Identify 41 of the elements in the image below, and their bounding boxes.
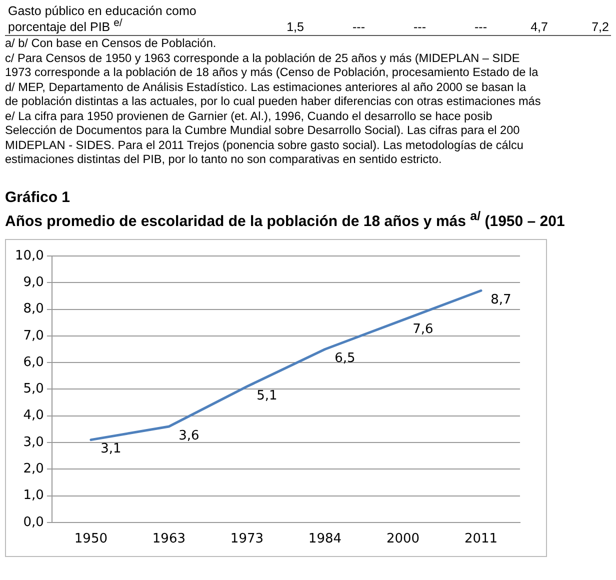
x-tick-label: 1950: [74, 531, 108, 546]
y-tick-label: 0,0: [23, 514, 44, 530]
y-tick-label: 7,0: [23, 328, 44, 343]
data-label: 6,5: [334, 350, 356, 366]
x-tick-label: 1973: [230, 531, 264, 546]
text: e/ La cifra para 1950 provienen de Garnier (et. Al.), 1996, Cuando el desarrollo se hace posib: [5, 108, 494, 124]
chart-subtitle: Años promedio de escolaridad de la población de 18 años y más $^{a/}$ (1950 – 201: [5, 208, 566, 231]
y-tick-label: 1,0: [23, 488, 44, 503]
text: a/ b/ Con base en Censos de Población.: [5, 36, 218, 51]
x-tick-label: 2000: [386, 531, 420, 546]
text: ---: [352, 20, 365, 34]
data-label: 8,7: [490, 292, 512, 308]
text: ---: [474, 20, 487, 34]
chart-title: Gráfico 1: [5, 188, 72, 207]
text: c/ Para Censos de 1950 y 1963 corresponde a la población de 25 años y más (MIDEPLAN – SIDE: [5, 50, 521, 66]
text: 4,7: [530, 20, 548, 34]
text: 1973 corresponde a la población de 18 años y más (Censo de Población, procesamiento Estado de la: [5, 65, 540, 80]
text: 1,5: [286, 20, 304, 34]
y-tick-label: 4,0: [23, 408, 44, 423]
y-tick-label: 6,0: [23, 354, 44, 370]
text: Gasto público en educación como porcentaje del PIB $^{e/}$: [7, 4, 198, 34]
text: de población distintas a las actuales, por lo cual pueden haber diferencias con otras estimaciones más: [5, 94, 542, 109]
y-tick-label: 8,0: [23, 301, 44, 316]
data-label: 3,1: [100, 441, 122, 456]
text: MIDEPLAN - SIDES. Para el 2011 Trejos (ponencia sobre gasto social). Las metodologías de cálcu: [5, 138, 524, 152]
data-label: 5,1: [256, 388, 278, 404]
x-tick-label: 1963: [152, 531, 186, 546]
data-label: 3,6: [178, 428, 200, 444]
y-tick-label: 3,0: [23, 434, 44, 450]
text: Selección de Documentos para la Cumbre Mundial sobre Desarrollo Social). Las cifras para el 200: [5, 123, 521, 138]
x-tick-label: 2011: [464, 531, 498, 546]
y-tick-label: 10,0: [14, 248, 44, 264]
y-tick-label: 2,0: [23, 461, 44, 476]
data-label: 7,6: [412, 321, 434, 336]
y-tick-label: 9,0: [23, 274, 44, 290]
text: estimaciones distintas del PIB, por lo tanto no son comparativas en sentido estricto.: [5, 152, 443, 167]
text: 7,2: [590, 20, 609, 34]
text: ---: [412, 20, 426, 34]
x-tick-label: 1984: [308, 531, 342, 546]
y-tick-label: 5,0: [23, 381, 44, 396]
text: d/ MEP, Departamento de Análisis Estadístico. Las estimaciones anteriores al año 2000 se basan la: [5, 80, 528, 94]
